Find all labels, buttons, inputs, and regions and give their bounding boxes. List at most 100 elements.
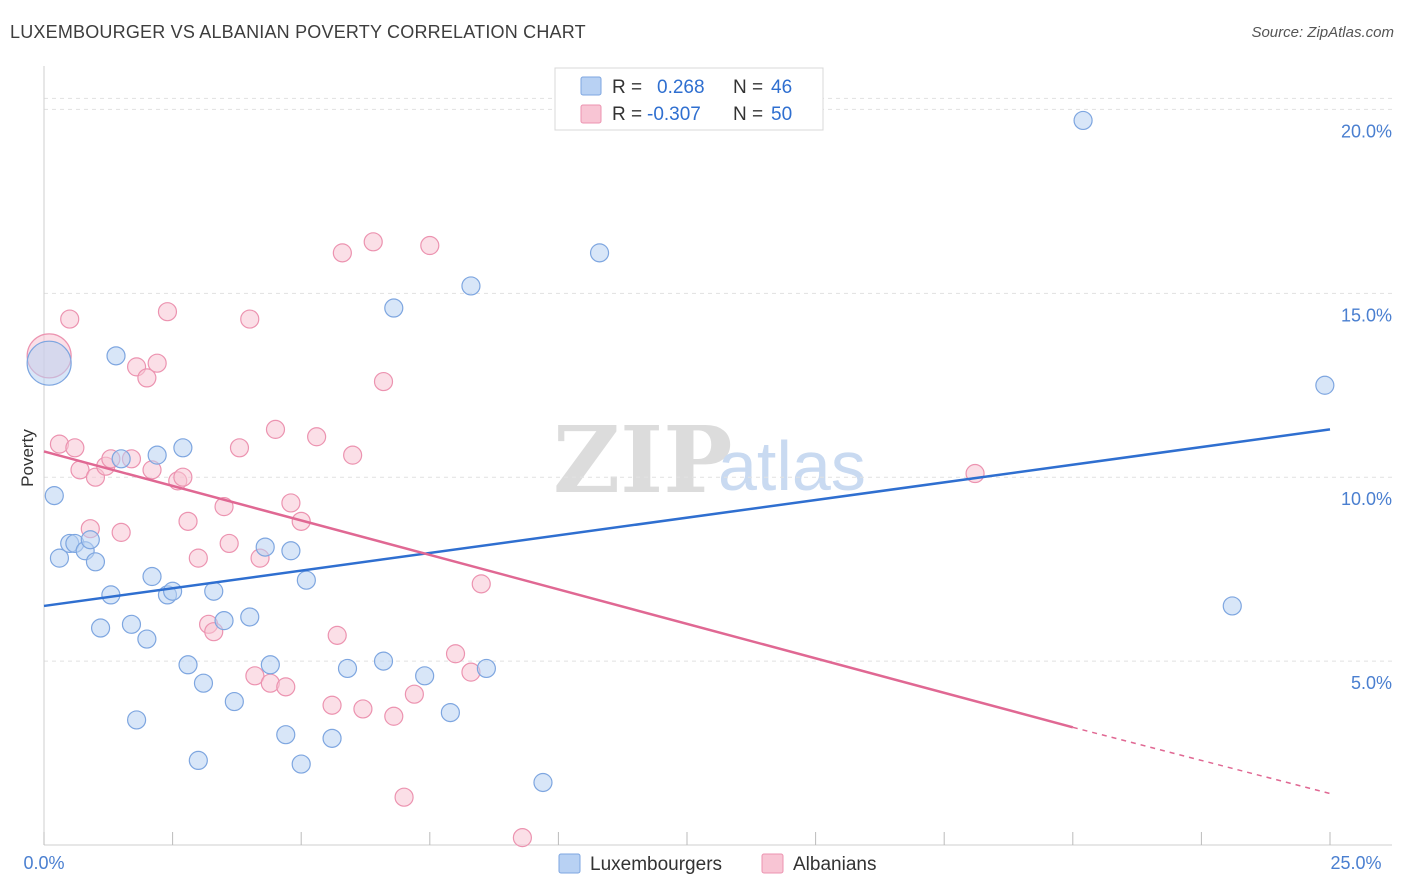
luxembourgers-point — [440, 702, 460, 723]
luxembourgers-point — [106, 346, 126, 366]
albanians-trend-line-extension — [1072, 726, 1331, 795]
luxembourgers-point — [90, 618, 111, 638]
luxembourgers-point — [126, 710, 147, 730]
albanians-point — [332, 243, 352, 263]
albanians-point — [394, 787, 414, 807]
luxembourgers-trend-line — [43, 428, 1331, 608]
stats-legend-swatch-pink — [580, 104, 602, 124]
luxembourgers-point — [178, 655, 198, 675]
albanians-point — [137, 368, 157, 388]
luxembourgers-point — [322, 728, 342, 748]
trend-lines — [43, 428, 1331, 795]
albanians-point — [322, 695, 342, 715]
albanians-point — [420, 235, 440, 256]
series-legend: Luxembourgers Albanians — [558, 853, 876, 875]
stats-r-label-1: R = — [612, 77, 642, 98]
stats-r-value-2: -0.307 — [647, 104, 701, 125]
x-tick-label-max: 25.0% — [1330, 853, 1381, 873]
luxembourgers-point — [415, 666, 435, 686]
luxembourgers-point — [163, 581, 183, 601]
albanians-point — [353, 699, 373, 719]
stats-legend-swatch-blue — [580, 76, 602, 96]
stats-n-value-2: 50 — [771, 104, 792, 125]
albanians-points — [26, 232, 985, 848]
luxembourgers-point — [49, 548, 70, 568]
y-tick-label: 20.0% — [1341, 121, 1392, 141]
luxembourgers-point — [373, 651, 394, 671]
x-tick-marks — [43, 832, 1331, 845]
albanians-point — [219, 533, 239, 554]
albanians-point — [384, 706, 404, 726]
watermark-zip: ZIP — [553, 406, 732, 514]
luxembourgers-point — [296, 570, 316, 590]
stats-r-label-2: R = — [612, 104, 642, 125]
y-axis-title: Poverty — [18, 429, 37, 487]
luxembourgers-point — [384, 298, 404, 318]
luxembourgers-point — [1073, 110, 1093, 131]
albanians-point — [178, 511, 198, 531]
albanians-trend-line — [43, 450, 1074, 729]
luxembourgers-point — [193, 673, 214, 693]
watermark-atlas: atlas — [718, 427, 866, 505]
luxembourgers-point — [214, 611, 234, 631]
luxembourgers-point — [291, 754, 311, 774]
luxembourgers-point — [173, 438, 193, 458]
albanians-point — [147, 353, 167, 373]
luxembourgers-point — [224, 691, 244, 712]
series-legend-label-pink: Albanians — [793, 854, 876, 875]
watermark: ZIP atlas — [553, 406, 866, 514]
albanians-point — [276, 677, 296, 697]
luxembourgers-point — [240, 607, 260, 627]
luxembourgers-points — [26, 110, 1335, 793]
luxembourgers-point — [137, 629, 157, 649]
albanians-point — [512, 828, 532, 848]
luxembourgers-point — [121, 614, 142, 634]
luxembourgers-point — [26, 340, 72, 386]
gridlines — [44, 97, 1392, 662]
luxembourgers-point — [461, 276, 481, 296]
albanians-point — [327, 625, 347, 645]
luxembourgers-point — [1222, 596, 1242, 616]
stats-n-label-2: N = — [733, 104, 763, 125]
albanians-point — [188, 548, 208, 568]
albanians-point — [265, 419, 286, 439]
luxembourgers-point — [142, 566, 162, 587]
luxembourgers-point — [147, 445, 167, 465]
luxembourgers-point — [111, 449, 131, 469]
albanians-point — [111, 522, 131, 542]
axes — [43, 66, 1392, 846]
luxembourgers-point — [533, 772, 553, 793]
stats-n-label-1: N = — [733, 77, 763, 98]
luxembourgers-point — [80, 530, 100, 550]
albanians-point — [471, 574, 491, 594]
luxembourgers-point — [204, 581, 224, 601]
albanians-point — [373, 371, 394, 392]
albanians-point — [173, 467, 193, 487]
stats-n-value-1: 46 — [771, 77, 792, 98]
y-tick-label: 5.0% — [1351, 673, 1392, 693]
albanians-point — [157, 302, 178, 322]
y-tick-label: 10.0% — [1341, 489, 1392, 509]
luxembourgers-point — [281, 541, 301, 561]
stats-legend: R = 0.268 N = 46 R = -0.307 N = 50 — [554, 67, 824, 131]
x-tick-label-min: 0.0% — [23, 853, 64, 873]
luxembourgers-point — [260, 655, 280, 675]
albanians-point — [245, 666, 265, 686]
luxembourgers-point — [476, 658, 496, 679]
series-legend-label-blue: Luxembourgers — [590, 854, 722, 875]
source-attribution: Source: ZipAtlas.com — [1251, 24, 1394, 41]
luxembourgers-point — [589, 243, 610, 263]
albanians-point — [229, 438, 250, 458]
chart-title: LUXEMBOURGER VS ALBANIAN POVERTY CORRELA… — [10, 22, 586, 42]
luxembourgers-point — [255, 537, 275, 557]
y-tick-labels: 5.0% 10.0% 15.0% 20.0% — [1341, 121, 1392, 693]
albanians-point — [363, 232, 383, 252]
y-tick-label: 15.0% — [1341, 305, 1392, 325]
albanians-point — [240, 309, 260, 329]
albanians-point — [281, 493, 301, 513]
albanians-point — [60, 309, 80, 329]
luxembourgers-point — [188, 750, 208, 771]
luxembourgers-point — [276, 725, 296, 745]
albanians-point — [307, 427, 327, 447]
